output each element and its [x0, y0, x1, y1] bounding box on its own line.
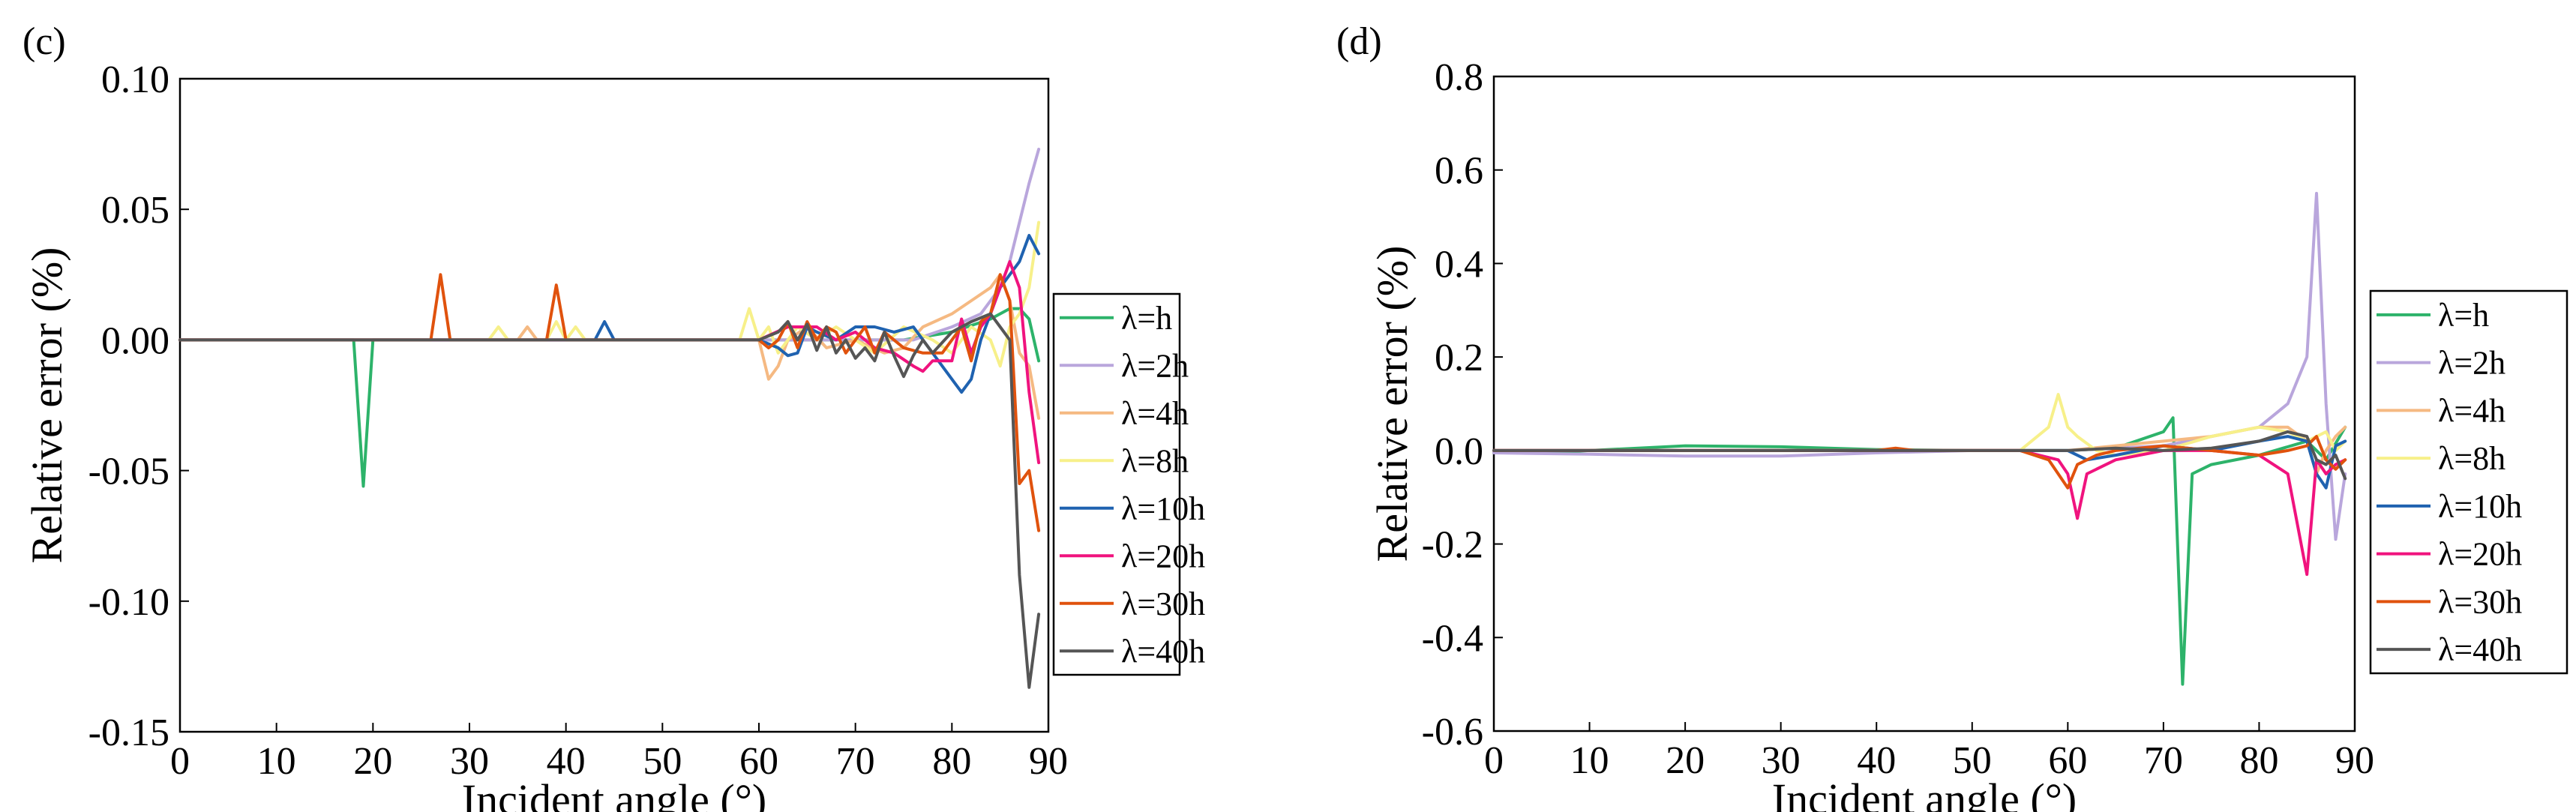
- x-tick-label: 0: [1484, 739, 1504, 782]
- series-line-1: [178, 148, 1041, 342]
- legend-label-7: λ=40h: [1121, 633, 1205, 670]
- y-tick-label: 0.8: [1435, 56, 1483, 99]
- y-tick-label: 0.00: [101, 319, 169, 362]
- y-tick-label: -0.2: [1422, 524, 1483, 567]
- series-line-0: [178, 307, 1041, 488]
- series-line-1: [1492, 191, 2347, 541]
- x-tick-label: 40: [1857, 739, 1896, 782]
- series-line-3: [178, 220, 1041, 368]
- x-tick-label: 10: [257, 740, 296, 783]
- series-line-4: [178, 234, 1041, 394]
- series-line-5: [1492, 448, 2347, 577]
- series-line-6: [178, 273, 1041, 532]
- x-tick-label: 90: [1029, 740, 1068, 783]
- legend-label-2: λ=4h: [1121, 395, 1189, 432]
- x-tick-label: 40: [547, 740, 586, 783]
- x-tick-label: 0: [170, 740, 190, 783]
- legend-label-1: λ=2h: [1121, 347, 1189, 384]
- y-tick-label: 0.6: [1435, 150, 1483, 193]
- x-tick-label: 60: [739, 740, 778, 783]
- x-tick-label: 60: [2048, 739, 2087, 782]
- legend-box: [1052, 292, 1181, 676]
- y-tick-label: 0.10: [101, 58, 169, 101]
- y-tick-label: 0.2: [1435, 337, 1483, 379]
- x-axis-label: Incident angle (°): [462, 775, 766, 812]
- x-tick-label: 10: [1570, 739, 1609, 782]
- y-tick-label: -0.05: [88, 451, 169, 493]
- panel-label: (d): [1336, 20, 1382, 63]
- y-tick-label: 0.0: [1435, 430, 1483, 473]
- legend-label-2: λ=4h: [2438, 392, 2506, 429]
- legend-label-6: λ=30h: [2438, 583, 2522, 620]
- series-line-2: [178, 273, 1041, 420]
- legend-label-4: λ=10h: [2438, 488, 2522, 525]
- y-tick-label: -0.10: [88, 581, 169, 624]
- y-axis-label: Relative error (%): [22, 247, 71, 564]
- y-tick-label: -0.15: [88, 712, 169, 754]
- legend-box: [2369, 289, 2569, 675]
- y-tick-label: 0.05: [101, 189, 169, 232]
- x-tick-label: 70: [2144, 739, 2183, 782]
- legend-label-5: λ=20h: [2438, 536, 2522, 573]
- x-tick-label: 80: [2239, 739, 2278, 782]
- x-tick-label: 20: [1666, 739, 1705, 782]
- x-tick-label: 30: [450, 740, 489, 783]
- panel-c: (c) 0 10 20 30 40 50 60 70 80 90 -0.15 -0.10 -0.05 0.0…: [22, 20, 1205, 812]
- legend-label-4: λ=10h: [1121, 490, 1205, 527]
- legend-label-0: λ=h: [2438, 297, 2489, 334]
- legend-label-7: λ=40h: [2438, 631, 2522, 668]
- plot-frame: [1492, 75, 2356, 733]
- panel-d: (d) 0 10 20 30 40 50 60 70 80 90 -0.6 -0.4 -0.2 0.0 0.2…: [1336, 20, 2569, 812]
- y-tick-label: 0.4: [1435, 243, 1483, 286]
- y-tick-label: -0.4: [1422, 617, 1483, 660]
- x-tick-label: 30: [1762, 739, 1801, 782]
- legend-label-1: λ=2h: [2438, 345, 2506, 382]
- series-line-7: [1492, 430, 2347, 481]
- series-line-7: [178, 312, 1041, 689]
- legend-label-3: λ=8h: [2438, 440, 2506, 477]
- x-tick-label: 50: [1953, 739, 1992, 782]
- x-tick-label: 50: [643, 740, 682, 783]
- x-tick-label: 70: [836, 740, 875, 783]
- x-axis-label: Incident angle (°): [1772, 775, 2077, 812]
- x-tick-label: 90: [2335, 739, 2374, 782]
- y-axis-label: Relative error (%): [1368, 246, 1417, 562]
- x-tick-label: 80: [932, 740, 971, 783]
- x-tick-label: 20: [353, 740, 392, 783]
- legend-label-0: λ=h: [1121, 300, 1172, 337]
- y-tick-label: -0.6: [1422, 711, 1483, 754]
- legend-label-3: λ=8h: [1121, 442, 1189, 479]
- panel-label: (c): [22, 20, 66, 63]
- legend-label-5: λ=20h: [1121, 538, 1205, 574]
- legend-label-6: λ=30h: [1121, 586, 1205, 622]
- plot-frame: [178, 77, 1050, 733]
- series-line-0: [1492, 416, 2347, 686]
